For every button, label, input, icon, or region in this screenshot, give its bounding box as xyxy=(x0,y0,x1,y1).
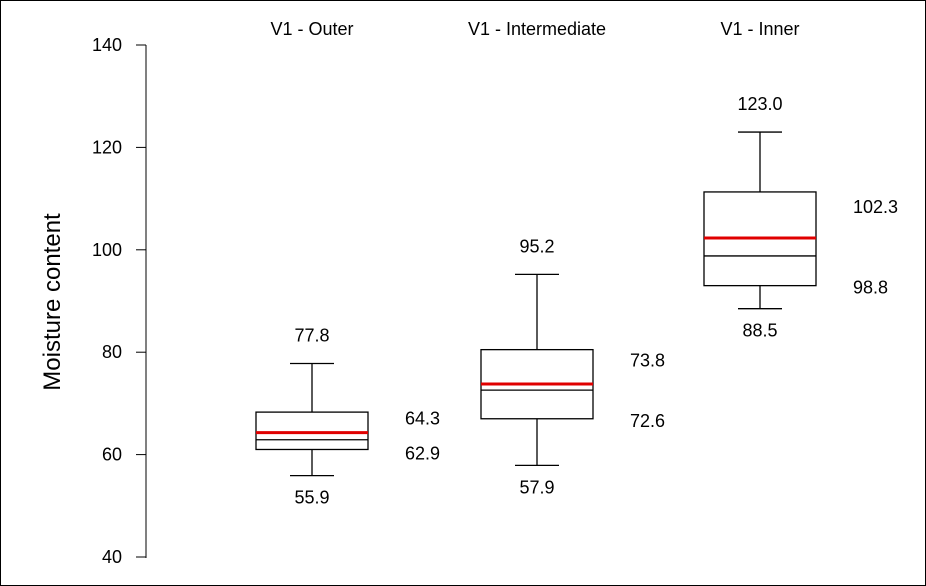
mean-value-label: 64.3 xyxy=(405,408,440,428)
y-tick-label: 40 xyxy=(102,547,122,567)
median-value-label: 72.6 xyxy=(630,411,665,431)
y-tick-label: 120 xyxy=(92,137,122,157)
iqr-box xyxy=(255,411,369,451)
y-tick-label: 80 xyxy=(102,342,122,362)
max-value-label: 123.0 xyxy=(737,94,782,114)
mean-value-label: 102.3 xyxy=(853,197,898,217)
y-axis-label: Moisture content xyxy=(39,213,66,391)
mean-value-label: 73.8 xyxy=(630,351,665,371)
box-series: V1 - Outer 77.8 55.9 64.3 62.9 V1 - Intermedi… xyxy=(255,19,898,508)
y-tick-label: 140 xyxy=(92,35,122,55)
max-value-label: 77.8 xyxy=(294,325,329,345)
category-label: V1 - Inner xyxy=(720,19,799,39)
category-label: V1 - Intermediate xyxy=(468,19,606,39)
category-label: V1 - Outer xyxy=(270,19,353,39)
min-value-label: 55.9 xyxy=(294,488,329,508)
min-value-label: 57.9 xyxy=(519,477,554,497)
box-group: V1 - Outer 77.8 55.9 64.3 62.9 xyxy=(255,19,440,508)
y-tick-label: 100 xyxy=(92,240,122,260)
median-value-label: 62.9 xyxy=(405,443,440,463)
box-group: V1 - Intermediate 95.2 57.9 73.8 72.6 xyxy=(468,19,665,497)
max-value-label: 95.2 xyxy=(519,236,554,256)
box-group: V1 - Inner 123.0 88.5 102.3 98.8 xyxy=(703,19,898,341)
y-tick-label: 60 xyxy=(102,445,122,465)
y-axis-ticks: 40 60 80 100 120 140 xyxy=(92,35,146,567)
min-value-label: 88.5 xyxy=(742,321,777,341)
median-value-label: 98.8 xyxy=(853,278,888,298)
